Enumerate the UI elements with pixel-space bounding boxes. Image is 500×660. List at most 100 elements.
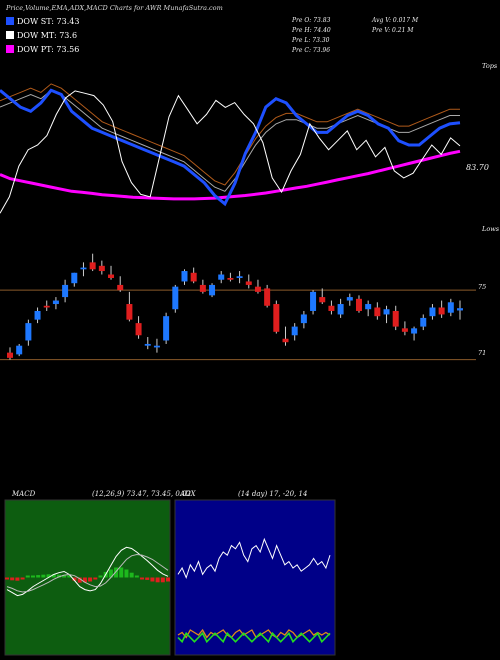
ema-mt-upper-line	[0, 83, 460, 186]
candle-body-16	[153, 345, 160, 348]
candle-body-46	[429, 307, 436, 317]
macd-hist-bar-22	[119, 567, 124, 578]
legend-pt-label: DOW PT: 73.56	[17, 45, 80, 54]
legend-st-swatch	[6, 17, 14, 25]
macd-hist-bar-1	[10, 577, 15, 581]
candle-body-23	[218, 274, 225, 280]
macd-line	[6, 546, 169, 597]
adx-background	[175, 500, 335, 655]
macd-hist-bar-11	[62, 575, 67, 578]
candle-body-48	[447, 302, 454, 313]
candle-body-29	[273, 304, 280, 332]
ema-st-line	[0, 88, 461, 207]
legend-st: DOW ST: 73.43	[6, 17, 79, 26]
macd-hist-bar-4	[25, 575, 30, 578]
candle-body-22	[209, 284, 216, 296]
legend-pt-swatch	[6, 45, 14, 53]
legend-mt-swatch	[6, 31, 14, 39]
candle-body-17	[163, 316, 170, 341]
candle-body-33	[310, 291, 317, 311]
candle-body-24	[227, 277, 234, 280]
macd-hist-bar-6	[36, 575, 41, 578]
candle-body-12	[117, 284, 124, 291]
avg-volume: Avg V: 0.017 M	[372, 17, 419, 24]
candle-body-3	[34, 310, 41, 320]
candle-body-41	[383, 309, 390, 315]
adx-line	[177, 537, 331, 580]
candle-body-39	[365, 304, 372, 310]
pre-open: Pre O: 73.83	[292, 17, 331, 24]
candle-body-44	[411, 328, 418, 334]
macd-hist-bar-10	[56, 574, 61, 578]
macd-hist-bar-13	[72, 577, 77, 581]
macd-hist-bar-7	[41, 574, 46, 578]
candle-body-9	[89, 262, 96, 270]
macd-hist-bar-23	[124, 569, 129, 578]
candle-body-2	[25, 323, 32, 341]
adx-minus-di-line	[177, 628, 331, 639]
candle-body-1	[16, 345, 23, 355]
adx-params: (14 day) 17, -20, 14	[238, 490, 308, 498]
candle-body-37	[346, 297, 353, 301]
macd-hist-bar-16	[88, 577, 93, 582]
macd-hist-bar-5	[30, 575, 35, 578]
candle-body-8	[80, 267, 87, 270]
macd-hist-bar-20	[108, 569, 113, 578]
pre-close: Pre C: 73.96	[292, 47, 331, 54]
candle-body-0	[7, 352, 13, 358]
candle-body-14	[135, 323, 142, 336]
macd-hist-bar-0	[5, 577, 9, 580]
macd-hist-bar-18	[98, 575, 103, 578]
candle-body-10	[98, 265, 105, 272]
pre-low: Pre L: 73.30	[292, 37, 330, 44]
adx-panel	[174, 499, 336, 656]
macd-hist-bar-17	[93, 577, 98, 580]
macd-hist-bar-21	[114, 567, 119, 578]
candle-body-38	[355, 298, 362, 311]
macd-hist-bar-2	[15, 577, 20, 581]
candle-body-7	[71, 272, 78, 284]
macd-hist-bar-8	[46, 574, 51, 578]
macd-params: (12,26,9) 73.47, 73.45, 0.02	[92, 490, 191, 498]
legend-st-label: DOW ST: 73.43	[17, 17, 80, 26]
candle-body-49	[457, 308, 463, 311]
macd-hist-bar-26	[140, 577, 145, 580]
candle-body-31	[291, 326, 298, 336]
legend-mt-label: DOW MT: 73.6	[17, 31, 78, 40]
candle-body-36	[337, 304, 344, 315]
candle-body-5	[52, 300, 59, 305]
macd-hist-bar-25	[134, 575, 139, 578]
chart-title: Price,Volume,EMA,ADX,MACD Charts for AWR…	[6, 4, 223, 12]
candle-body-27	[254, 286, 261, 292]
ema-last-price: 83.70	[466, 163, 489, 172]
candle-body-34	[319, 297, 326, 303]
candle-body-18	[172, 286, 179, 310]
ema-tops-label: Tops	[482, 62, 498, 70]
candle-body-20	[190, 272, 197, 282]
ema-price-line	[0, 90, 461, 214]
candle-body-32	[300, 314, 307, 324]
legend-pt: DOW PT: 73.56	[6, 45, 79, 54]
candle-body-4	[43, 305, 50, 308]
candle-body-45	[420, 317, 427, 327]
macd-hist-bar-3	[20, 577, 25, 580]
pre-volume: Pre V: 0.21 M	[372, 27, 414, 34]
macd-hist-bar-12	[67, 575, 72, 578]
candle-body-40	[374, 307, 381, 317]
price-level-low: 71	[478, 349, 487, 357]
macd-hist-bar-27	[145, 577, 150, 580]
pre-high: Pre H: 74.40	[292, 27, 331, 34]
candle-body-21	[199, 284, 206, 292]
macd-hist-bar-24	[129, 572, 134, 578]
macd-hist-bar-30	[160, 577, 165, 583]
candle-body-35	[328, 305, 335, 311]
macd-hist-bar-29	[155, 577, 160, 583]
adx-plus-di-line	[177, 631, 331, 644]
macd-hist-bar-31	[166, 577, 170, 582]
candle-body-28	[264, 288, 271, 306]
macd-hist-bar-15	[82, 577, 87, 583]
candle-body-19	[181, 271, 188, 282]
candle-body-13	[126, 304, 133, 320]
candle-body-15	[144, 343, 151, 346]
